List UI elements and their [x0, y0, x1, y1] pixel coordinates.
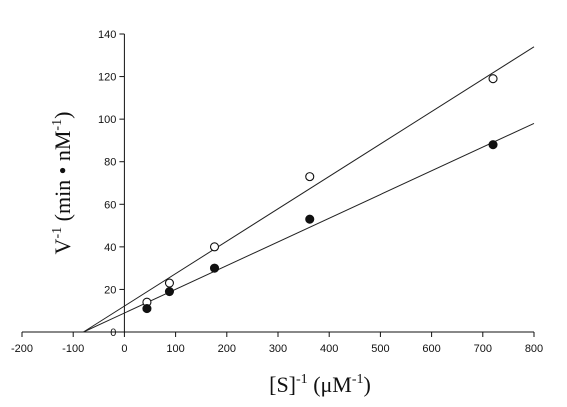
y-tick-label: 120 [98, 72, 116, 84]
y-tick-label: 60 [104, 199, 116, 211]
x-tick-labels: -200 -100 0 100 200 300 400 500 600 700 800 [11, 343, 543, 355]
y-tick-label: 40 [104, 242, 116, 254]
x-axis-title: [S]-1 (μM-1) [269, 372, 371, 397]
y-tick-labels: 0 20 40 60 80 100 120 140 [98, 29, 116, 339]
x-tick-label: 200 [218, 343, 236, 355]
filled-data-point [142, 304, 152, 314]
open-data-point [209, 242, 220, 252]
x-tick-label: 700 [474, 343, 492, 355]
filled-data-point [209, 263, 220, 273]
fit-lines [83, 46, 535, 333]
x-tick-label: 500 [371, 343, 389, 355]
y-tick-label: 0 [110, 327, 116, 339]
y-axis-title: V-1 (min • nM-1) [50, 112, 75, 255]
y-tick-label: 80 [104, 157, 116, 169]
open-data-point [488, 74, 498, 84]
filled-data-point [305, 214, 315, 224]
x-tick-label: -100 [62, 343, 84, 355]
x-tick-label: 100 [166, 343, 184, 355]
x-tick-label: -200 [11, 343, 33, 355]
filled-data-point [164, 287, 175, 297]
filled-data-point [488, 140, 498, 150]
fit-line [83, 122, 535, 333]
open-data-point [305, 172, 315, 182]
x-tick-label: 600 [422, 343, 440, 355]
x-tick-label: 0 [121, 343, 127, 355]
y-tick-label: 140 [98, 29, 116, 41]
fit-line [83, 46, 535, 333]
x-tick-label: 800 [525, 343, 543, 355]
y-tick-label: 100 [98, 114, 116, 126]
open-data-point [164, 278, 175, 288]
y-tick-label: 20 [104, 284, 116, 296]
data-points [142, 74, 498, 314]
x-tick-label: 400 [320, 343, 338, 355]
axes [21, 33, 535, 337]
x-tick-label: 300 [269, 343, 287, 355]
